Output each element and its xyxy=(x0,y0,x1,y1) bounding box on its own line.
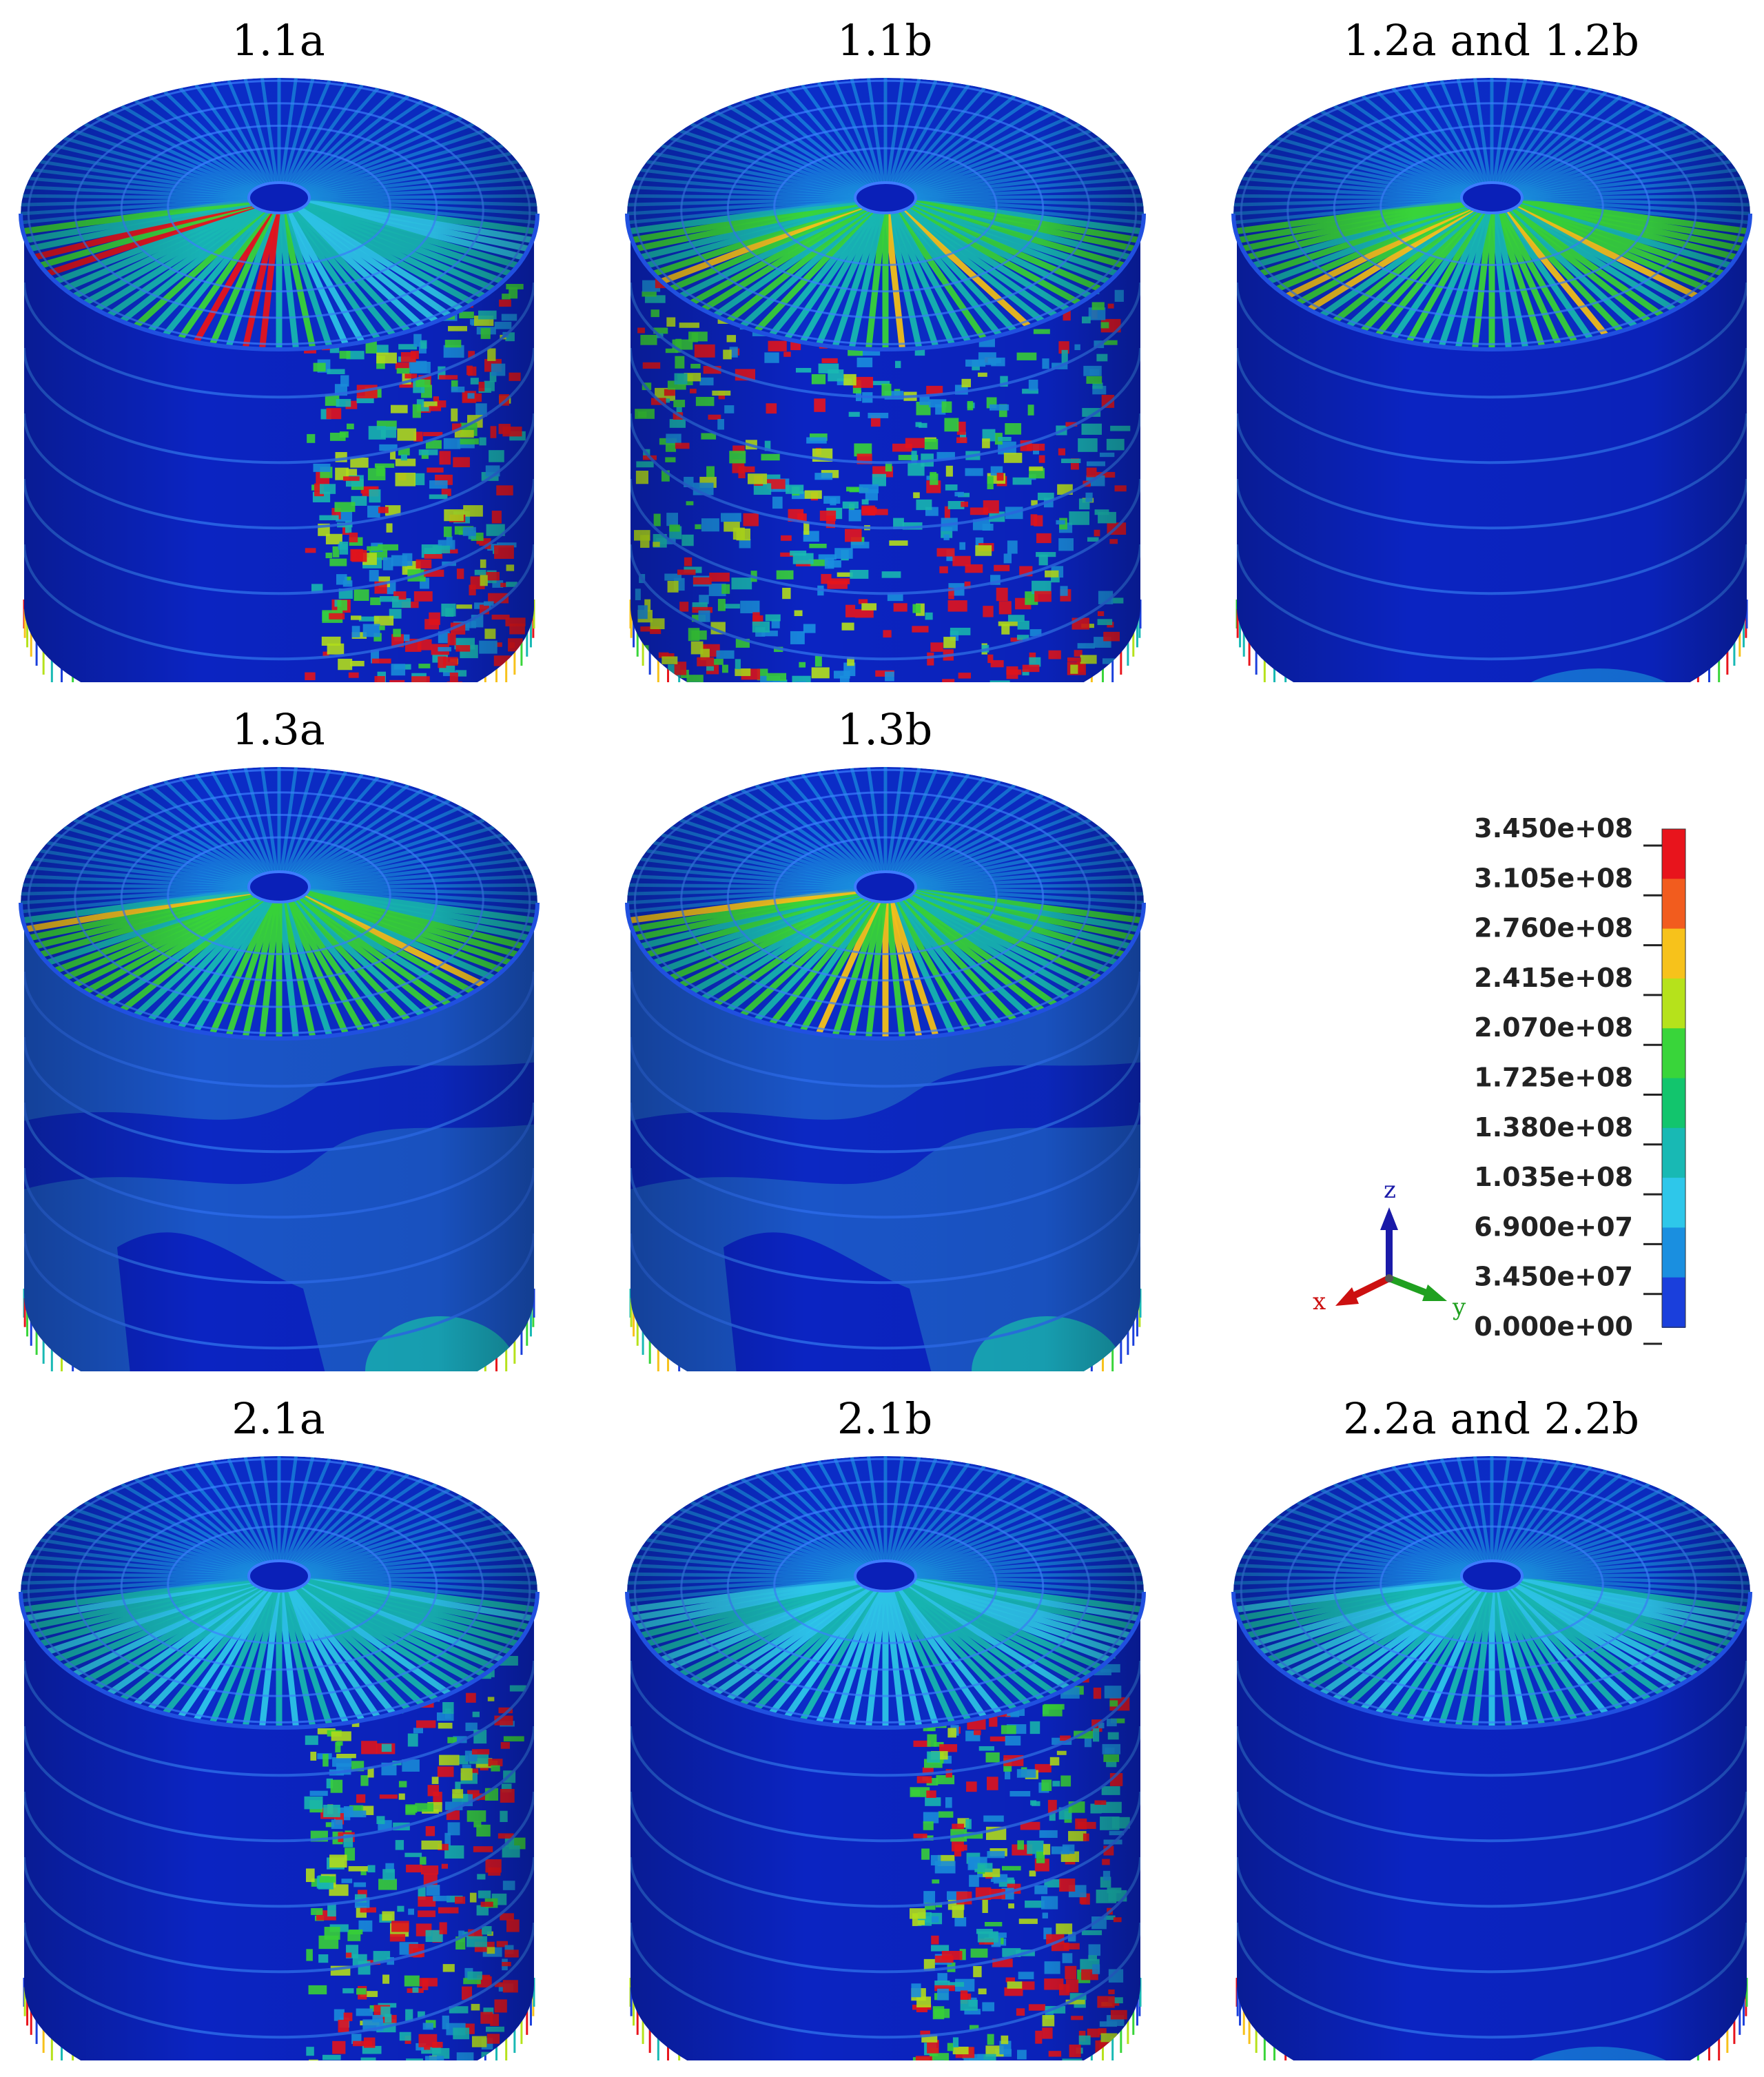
tank-render-1-1a xyxy=(19,78,540,682)
axis-origin xyxy=(1385,1274,1393,1282)
color-scale-label: 2.760e+08 xyxy=(1474,913,1633,943)
color-band xyxy=(1662,829,1685,880)
y-axis-label: y xyxy=(1452,1293,1466,1321)
panel-title-1-1a: 1.1a xyxy=(232,15,325,65)
tank-shell xyxy=(24,1595,534,2060)
color-scale-label: 3.450e+08 xyxy=(1474,813,1633,843)
panel-title-1-2: 1.2a and 1.2b xyxy=(1343,15,1639,65)
tank-roof xyxy=(627,78,1144,349)
panel-title-2-1a: 2.1a xyxy=(232,1393,325,1444)
x-axis-label: x xyxy=(1313,1288,1326,1316)
tank-roof xyxy=(627,767,1144,1038)
color-band xyxy=(1662,1277,1685,1328)
tank-render-1-3a xyxy=(19,767,540,1371)
color-scale-label: 0.000e+00 xyxy=(1474,1311,1633,1342)
color-band xyxy=(1662,1127,1685,1179)
x-axis-arrow-icon xyxy=(1335,1287,1359,1306)
x-axis-line xyxy=(1345,1275,1391,1302)
color-scale-label: 3.105e+08 xyxy=(1474,863,1633,893)
color-band xyxy=(1662,879,1685,930)
color-band xyxy=(1662,1078,1685,1129)
panel-title-1-1b: 1.1b xyxy=(837,15,933,65)
color-scale-bar xyxy=(1661,828,1686,1328)
tank-render-1-1b xyxy=(625,78,1146,682)
color-scale-label: 3.450e+07 xyxy=(1474,1262,1633,1292)
color-scale-label: 1.380e+08 xyxy=(1474,1112,1633,1143)
panel-title-2-2: 2.2a and 2.2b xyxy=(1343,1393,1639,1444)
color-scale-labels: 3.450e+08 3.105e+08 2.760e+08 2.415e+08 2.07… xyxy=(1474,813,1662,1345)
color-scale-label: 6.900e+07 xyxy=(1474,1211,1633,1242)
tank-render-1-2 xyxy=(1231,78,1752,682)
color-scale-label: 2.070e+08 xyxy=(1474,1012,1633,1043)
color-scale-label: 1.035e+08 xyxy=(1474,1162,1633,1192)
panel-title-1-3a: 1.3a xyxy=(232,704,325,755)
color-band xyxy=(1662,978,1685,1030)
panel-title-1-3b: 1.3b xyxy=(837,704,933,755)
z-axis-arrow-icon xyxy=(1380,1207,1398,1230)
color-scale-label: 1.725e+08 xyxy=(1474,1063,1633,1093)
color-band xyxy=(1662,1227,1685,1278)
y-axis-arrow-icon xyxy=(1422,1285,1447,1301)
tank-render-2-1b xyxy=(625,1456,1146,2060)
color-band xyxy=(1662,928,1685,979)
axis-triad: z x y xyxy=(1313,1176,1466,1321)
tank-render-1-3b xyxy=(625,767,1146,1371)
color-scale-label: 2.415e+08 xyxy=(1474,963,1633,993)
color-band xyxy=(1662,1178,1685,1229)
z-axis-label: z xyxy=(1384,1176,1396,1204)
tank-render-2-2 xyxy=(1231,1456,1752,2060)
tank-render-2-1a xyxy=(19,1456,540,2060)
color-band xyxy=(1662,1028,1685,1079)
y-axis-line xyxy=(1388,1275,1435,1299)
panel-title-2-1b: 2.1b xyxy=(837,1393,933,1444)
tank-roof xyxy=(21,767,537,1038)
